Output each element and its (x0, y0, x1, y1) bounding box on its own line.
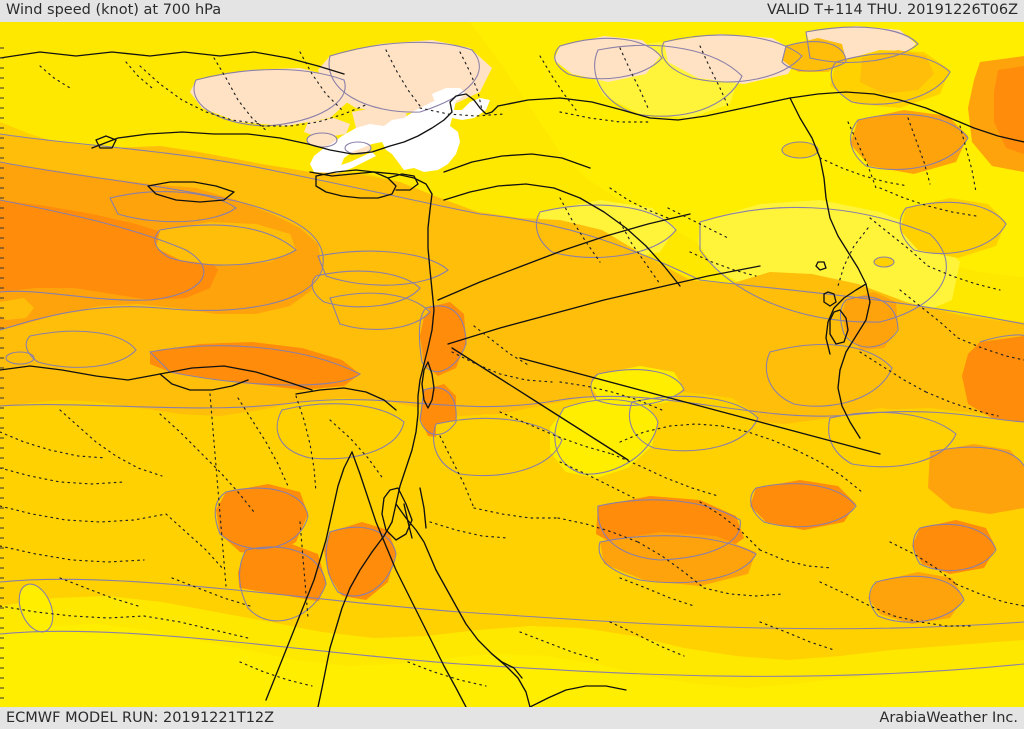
header-bar: Wind speed (knot) at 700 hPa VALID T+114… (0, 0, 1024, 22)
weather-map-canvas[interactable] (0, 22, 1024, 707)
provider-label: ArabiaWeather Inc. (879, 710, 1018, 726)
page-title: Wind speed (knot) at 700 hPa (6, 2, 222, 18)
wind-speed-contour-field (0, 22, 1024, 707)
model-run-label: ECMWF MODEL RUN: 20191221T12Z (6, 710, 275, 726)
valid-time-label: VALID T+114 THU. 20191226T06Z (767, 2, 1018, 18)
footer-bar: ECMWF MODEL RUN: 20191221T12Z ArabiaWeat… (0, 707, 1024, 729)
